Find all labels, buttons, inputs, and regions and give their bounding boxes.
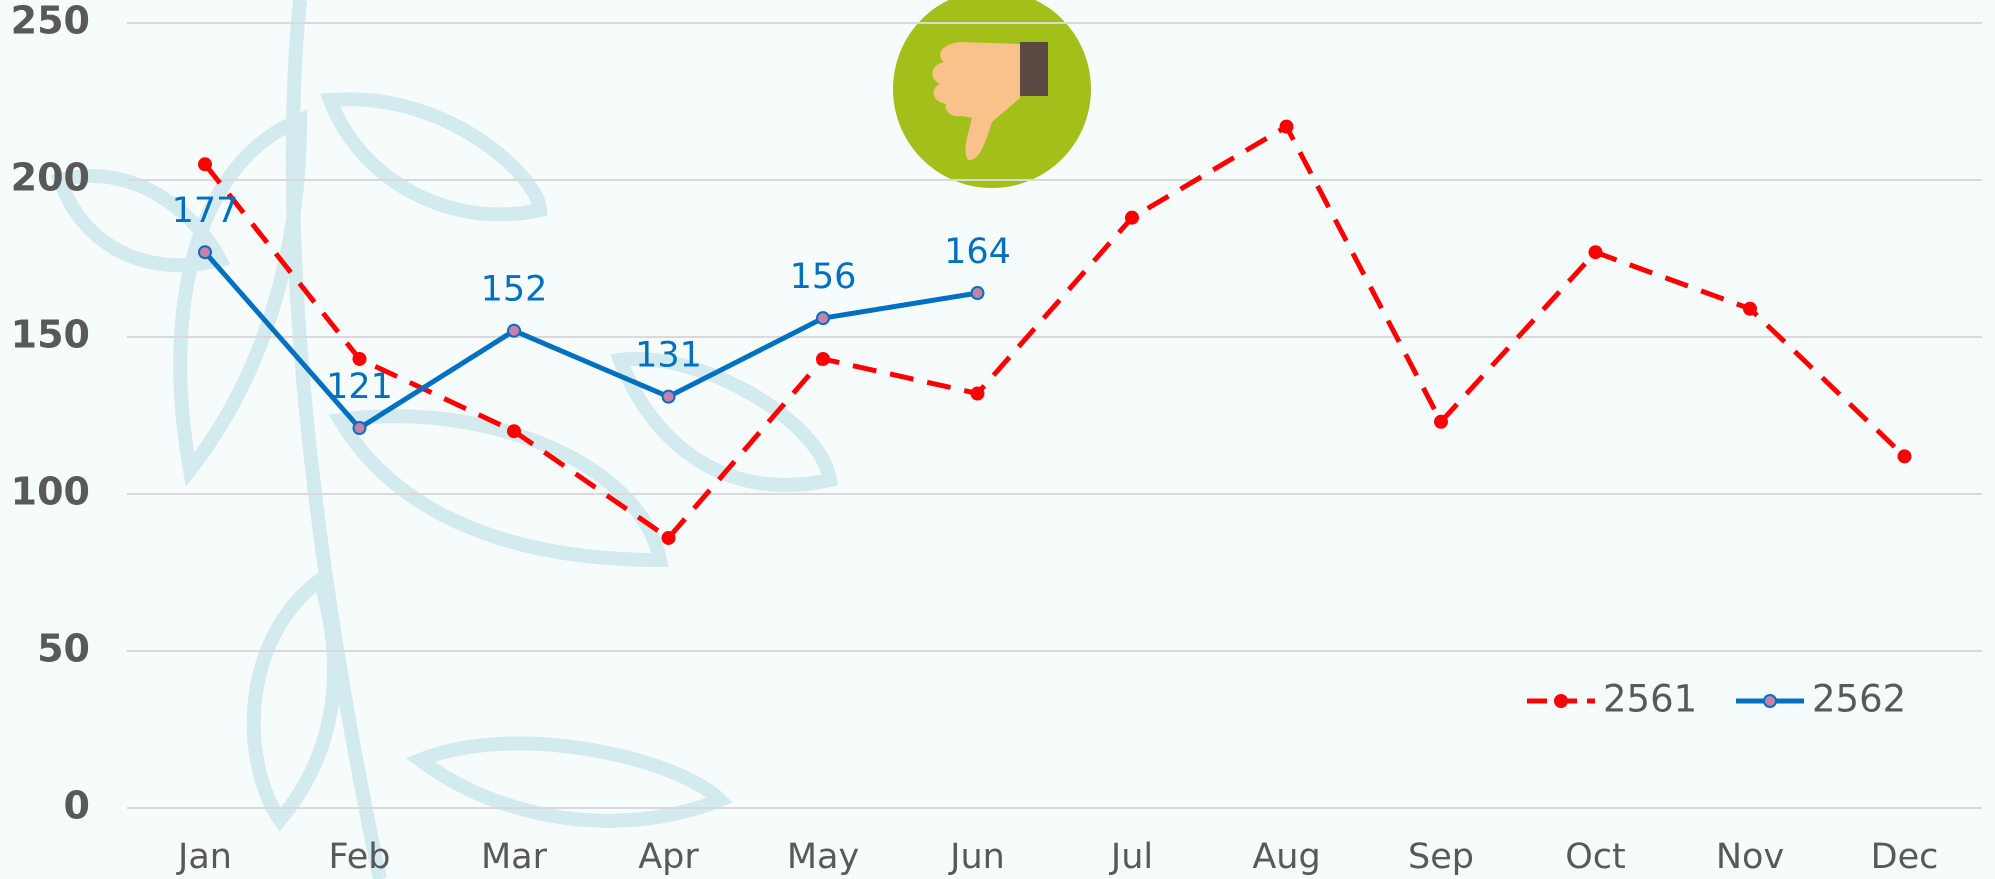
- x-tick-label: Jun: [948, 837, 1005, 877]
- legend-label: 2562: [1812, 678, 1906, 721]
- series-line: [203, 250, 978, 432]
- data-label: 121: [326, 367, 393, 407]
- y-tick-label: 100: [11, 470, 90, 514]
- series-line: [203, 123, 1907, 542]
- data-point: [1897, 449, 1912, 464]
- data-point: [661, 389, 676, 404]
- data-point: [1588, 245, 1603, 260]
- data-point: [507, 323, 521, 338]
- x-tick-label: Dec: [1871, 837, 1939, 877]
- legend-marker: [1554, 694, 1568, 708]
- x-tick-label: Oct: [1565, 837, 1626, 877]
- data-label: 131: [635, 336, 702, 376]
- x-tick-label: Mar: [481, 837, 548, 877]
- x-tick-label: Feb: [329, 837, 391, 877]
- y-tick-label: 250: [11, 0, 90, 43]
- data-point: [1434, 414, 1448, 429]
- data-point: [816, 351, 830, 366]
- data-label: 164: [944, 232, 1011, 272]
- data-label: 156: [790, 257, 857, 297]
- data-point: [816, 311, 830, 326]
- data-point: [1125, 210, 1139, 225]
- x-tick-label: Sep: [1408, 837, 1474, 877]
- data-point: [352, 351, 367, 366]
- data-point: [661, 530, 676, 545]
- data-point: [1279, 119, 1294, 134]
- x-tick-label: May: [787, 837, 859, 877]
- x-tick-label: Apr: [638, 837, 699, 877]
- leaf-decoration: [50, 0, 839, 879]
- data-point: [970, 386, 985, 401]
- x-tick-label: Jan: [176, 837, 232, 877]
- y-tick-label: 50: [37, 627, 90, 671]
- legend-label: 2561: [1603, 678, 1697, 721]
- thumbs-down-icon: [893, 0, 1091, 188]
- x-tick-label: Aug: [1252, 837, 1320, 877]
- y-tick-label: 200: [11, 156, 90, 200]
- data-label: 152: [481, 270, 548, 310]
- y-tick-label: 0: [64, 784, 90, 828]
- data-point: [507, 424, 521, 439]
- data-point: [198, 245, 212, 260]
- data-point: [970, 286, 985, 301]
- x-tick-label: Nov: [1716, 837, 1784, 877]
- data-label: 177: [172, 191, 239, 231]
- data-point: [352, 421, 367, 436]
- x-tick-label: Jul: [1109, 837, 1153, 877]
- y-tick-label: 150: [11, 313, 90, 357]
- data-point: [198, 157, 212, 172]
- legend-marker: [1763, 694, 1777, 708]
- data-point: [1743, 301, 1757, 316]
